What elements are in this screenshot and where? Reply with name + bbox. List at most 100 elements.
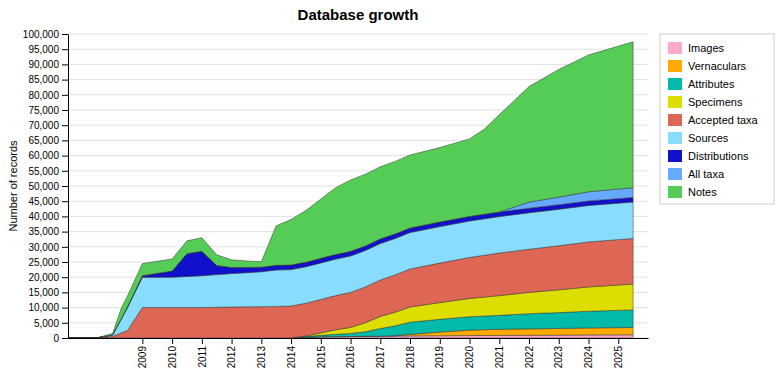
y-tick-mark bbox=[62, 338, 68, 339]
x-tick-label: 2009 bbox=[137, 346, 148, 369]
y-tick: 50,000 bbox=[28, 181, 68, 192]
y-tick-mark bbox=[62, 308, 68, 309]
y-tick-label: 60,000 bbox=[28, 150, 59, 161]
x-tick-mark bbox=[470, 338, 471, 344]
x-tick: 2010 bbox=[167, 338, 178, 368]
x-tick-label: 2013 bbox=[256, 346, 267, 369]
x-tick: 2018 bbox=[405, 338, 416, 368]
y-tick-label: 75,000 bbox=[28, 105, 59, 116]
legend-swatch bbox=[668, 60, 682, 72]
x-tick-mark bbox=[142, 338, 143, 344]
y-tick-label: 25,000 bbox=[28, 257, 59, 268]
x-tick-mark bbox=[321, 338, 322, 344]
y-tick: 35,000 bbox=[28, 226, 68, 237]
x-tick: 2020 bbox=[464, 338, 475, 368]
y-tick: 10,000 bbox=[28, 302, 68, 313]
y-tick-label: 45,000 bbox=[28, 196, 59, 207]
y-tick-mark bbox=[62, 262, 68, 263]
x-tick: 2017 bbox=[375, 338, 386, 368]
x-tick-mark bbox=[618, 338, 619, 344]
legend-swatch bbox=[668, 78, 682, 90]
x-axis-line bbox=[69, 338, 649, 339]
x-tick: 2014 bbox=[286, 338, 297, 368]
legend-swatch bbox=[668, 114, 682, 126]
x-tick-label: 2024 bbox=[583, 346, 594, 369]
legend-item: Images bbox=[668, 42, 725, 54]
y-tick-mark bbox=[62, 323, 68, 324]
legend-item: Attributes bbox=[668, 78, 735, 90]
y-tick-mark bbox=[62, 110, 68, 111]
legend-label: Notes bbox=[688, 186, 717, 198]
x-tick-mark bbox=[291, 338, 292, 344]
y-tick: 20,000 bbox=[28, 272, 68, 283]
y-tick-mark bbox=[62, 156, 68, 157]
y-tick-mark bbox=[62, 95, 68, 96]
grid bbox=[68, 34, 648, 338]
x-tick-label: 2010 bbox=[167, 346, 178, 369]
y-tick: 55,000 bbox=[28, 166, 68, 177]
y-tick: 5,000 bbox=[34, 318, 68, 329]
legend-swatch bbox=[668, 96, 682, 108]
x-tick-mark bbox=[261, 338, 262, 344]
y-tick-label: 70,000 bbox=[28, 120, 59, 131]
y-tick: 30,000 bbox=[28, 242, 68, 253]
x-tick-label: 2020 bbox=[464, 346, 475, 369]
legend-item: Vernaculars bbox=[668, 60, 747, 72]
x-tick-mark bbox=[172, 338, 173, 344]
y-tick: 95,000 bbox=[28, 44, 68, 55]
x-tick-label: 2016 bbox=[345, 346, 356, 369]
x-tick: 2011 bbox=[197, 338, 208, 368]
y-tick-mark bbox=[62, 277, 68, 278]
y-tick-label: 40,000 bbox=[28, 211, 59, 222]
y-tick-mark bbox=[62, 247, 68, 248]
y-tick-mark bbox=[62, 140, 68, 141]
y-tick: 65,000 bbox=[28, 135, 68, 146]
x-tick-label: 2014 bbox=[286, 346, 297, 369]
x-tick: 2019 bbox=[434, 338, 445, 368]
y-axis: 0 5,000 10,000 15,000 20,000 25,000 30,000 35,0… bbox=[23, 29, 69, 344]
x-tick: 2015 bbox=[316, 338, 327, 368]
x-tick-mark bbox=[589, 338, 590, 344]
y-tick: 25,000 bbox=[28, 257, 68, 268]
y-tick-label: 55,000 bbox=[28, 166, 59, 177]
title: Database growth bbox=[298, 6, 419, 23]
y-tick-label: 15,000 bbox=[28, 287, 59, 298]
legend-label: Sources bbox=[688, 132, 729, 144]
legend-item: Accepted taxa bbox=[668, 114, 759, 126]
y-tick-mark bbox=[62, 80, 68, 81]
grid-line bbox=[68, 34, 648, 35]
y-tick-label: 90,000 bbox=[28, 59, 59, 70]
x-tick: 2024 bbox=[583, 338, 594, 368]
x-tick-mark bbox=[202, 338, 203, 344]
y-tick: 80,000 bbox=[28, 90, 68, 101]
y-tick-mark bbox=[62, 34, 68, 35]
y-tick-mark bbox=[62, 64, 68, 65]
x-tick-label: 2025 bbox=[613, 346, 624, 369]
plot-area bbox=[68, 42, 633, 338]
legend-label: Specimens bbox=[688, 96, 743, 108]
y-tick-mark bbox=[62, 216, 68, 217]
y-tick-label: 5,000 bbox=[34, 318, 59, 329]
y-tick: 15,000 bbox=[28, 287, 68, 298]
x-tick: 2009 bbox=[137, 338, 148, 368]
area bbox=[68, 42, 633, 338]
x-tick: 2021 bbox=[494, 338, 505, 368]
x-tick-label: 2017 bbox=[375, 346, 386, 369]
legend-item: Sources bbox=[668, 132, 729, 144]
legend-swatch bbox=[668, 150, 682, 162]
y-tick-label: 35,000 bbox=[28, 226, 59, 237]
y-tick: 90,000 bbox=[28, 59, 68, 70]
x-tick: 2022 bbox=[524, 338, 535, 368]
chart: 2009201020112012201320142015201620172018… bbox=[0, 0, 780, 380]
y-tick: 0 bbox=[53, 333, 68, 344]
y-tick-label: 10,000 bbox=[28, 302, 59, 313]
x-tick-mark bbox=[499, 338, 500, 344]
legend-label: Images bbox=[688, 42, 725, 54]
y-tick-label: 85,000 bbox=[28, 74, 59, 85]
y-tick-mark bbox=[62, 49, 68, 50]
x-tick-label: 2011 bbox=[197, 346, 208, 368]
y-tick: 100,000 bbox=[23, 29, 68, 40]
y-axis-line bbox=[68, 35, 69, 339]
x-tick-mark bbox=[559, 338, 560, 344]
x-axis: 2009201020112012201320142015201620172018… bbox=[69, 338, 649, 368]
